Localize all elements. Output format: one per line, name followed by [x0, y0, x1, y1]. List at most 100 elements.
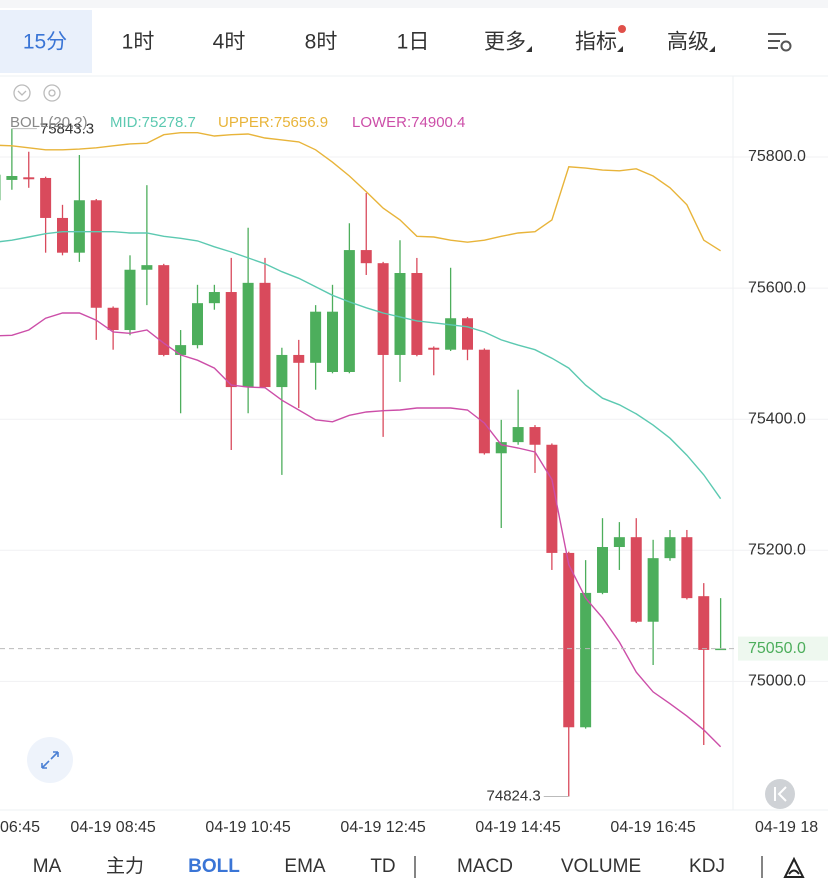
candle-body — [698, 596, 710, 650]
settings-icon[interactable] — [768, 33, 792, 52]
settings-small-glyph — [48, 89, 56, 97]
candle-body — [107, 307, 119, 331]
candle-body — [242, 282, 254, 388]
candle-body — [124, 269, 136, 331]
candle-body — [529, 427, 541, 445]
draw-tool-icon[interactable] — [783, 856, 805, 878]
candle-body — [343, 250, 355, 372]
candle-body — [360, 250, 372, 264]
timeframe-tabs: 15分 1时 4时 8时 1日 更多 指标 高级 — [0, 10, 715, 73]
button-bg — [27, 737, 73, 783]
tab[interactable]: 8时 — [305, 31, 338, 54]
fullscreen-button[interactable] — [27, 737, 73, 783]
indicator-tab[interactable]: VOLUME — [561, 856, 641, 877]
tab[interactable]: 15分 — [0, 10, 92, 73]
dropdown-caret — [617, 46, 623, 52]
indicator-tab[interactable]: BOLL — [188, 856, 240, 877]
y-tick-label: 75200.0 — [748, 542, 806, 559]
candle-body — [445, 318, 457, 350]
x-tick-label: 04-19 14:45 — [475, 819, 561, 836]
tab-label: 1日 — [397, 31, 430, 54]
icon-shape — [788, 869, 800, 875]
tab[interactable]: 4时 — [213, 31, 246, 54]
boll-line — [0, 230, 722, 500]
candle-body — [73, 200, 85, 253]
indicator-name: BOLL(20,2) — [10, 114, 88, 131]
scroll-latest-button[interactable] — [765, 779, 795, 809]
candle-body — [478, 349, 490, 454]
dropdown-caret — [709, 46, 715, 52]
candle-body — [175, 345, 187, 355]
x-tick-label: 04-19 08:45 — [70, 819, 156, 836]
candle-body — [597, 547, 608, 593]
indicator-tab[interactable]: TD — [370, 856, 395, 877]
legend-entry: LOWER:74900.4 — [352, 114, 465, 131]
tab-label: 1时 — [122, 31, 155, 54]
time-axis: 06:45 04-19 08:45 04-19 10:45 04-19 12:45 04… — [0, 819, 818, 836]
candle-body — [546, 444, 558, 553]
max-label: 75843.3 — [40, 121, 94, 138]
tab-label: 4时 — [213, 31, 246, 54]
top-strip — [0, 0, 828, 8]
indicator-tab[interactable]: MA — [33, 856, 62, 877]
candle-body — [141, 265, 153, 270]
candle-body — [462, 318, 473, 350]
candle-body — [495, 442, 507, 454]
boll-line — [0, 131, 721, 252]
tab[interactable]: 更多 — [484, 31, 532, 54]
y-tick-label: 75800.0 — [748, 148, 806, 165]
icon-gear — [780, 40, 792, 52]
tab[interactable]: 高级 — [667, 31, 715, 54]
tab[interactable]: 1日 — [397, 31, 430, 54]
plot — [0, 128, 727, 797]
y-tick-label: 75600.0 — [748, 279, 806, 296]
candle-body — [630, 537, 642, 622]
x-tick-label: 04-19 18 — [755, 819, 818, 836]
button-glyph — [41, 751, 59, 769]
candle-body — [580, 592, 592, 728]
indicator-tabs: MA 主力 BOLL EMA TD MACD VOLUME KDJ — [33, 855, 763, 878]
indicator-tab[interactable]: EMA — [284, 856, 326, 877]
tab-label: 更多 — [484, 31, 526, 54]
y-tick-label: 75000.0 — [748, 673, 806, 690]
boll-line — [0, 312, 722, 748]
candle-body — [563, 552, 575, 728]
tab[interactable]: 指标 — [575, 25, 626, 54]
indicator-tab[interactable]: 主力 — [106, 855, 144, 877]
candle-body — [0, 174, 1, 201]
collapse-glyph — [17, 90, 27, 96]
button-glyph — [774, 786, 787, 802]
tab-label: 高级 — [667, 31, 709, 54]
candle-body — [647, 558, 659, 622]
candle-body — [6, 175, 18, 180]
x-tick-label: 06:45 — [0, 819, 40, 836]
last-price-label: 75050.0 — [748, 640, 806, 657]
candle-body — [276, 354, 288, 388]
min-label: 74824.3 — [487, 788, 541, 805]
candle-body — [158, 265, 170, 355]
tab[interactable]: 1时 — [122, 31, 155, 54]
price-axis: 75800.0 75600.0 75400.0 75200.0 75000.0 75050… — [0, 148, 828, 690]
candle-body — [613, 537, 625, 548]
settings-small-icon[interactable] — [43, 84, 61, 102]
candle-body — [715, 648, 727, 651]
indicator-tab[interactable]: KDJ — [689, 856, 725, 877]
candle-body — [90, 200, 102, 308]
candle-body — [192, 303, 203, 346]
legend-entry: MID:75278.7 — [110, 114, 196, 131]
collapse-icon[interactable] — [13, 84, 31, 102]
candle-body — [293, 354, 305, 363]
candle-body — [394, 273, 406, 355]
x-tick-label: 04-19 16:45 — [610, 819, 696, 836]
candle-body — [428, 347, 440, 350]
tab-active-bg — [0, 10, 92, 73]
candle-body — [225, 292, 237, 388]
indicator-tab[interactable]: MACD — [457, 856, 513, 877]
candle-body — [208, 292, 220, 304]
tab-badge — [618, 25, 626, 33]
last-price-box — [738, 636, 828, 661]
tab-label: 指标 — [575, 31, 617, 54]
x-tick-label: 04-19 10:45 — [205, 819, 291, 836]
